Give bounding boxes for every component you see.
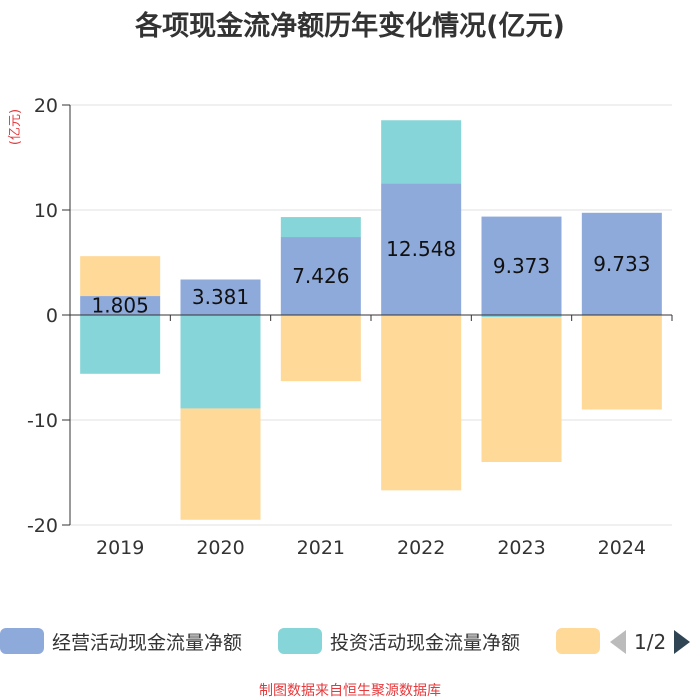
data-label-operating: 9.733 (593, 252, 650, 276)
y-tick-label: 0 (46, 305, 58, 327)
y-tick-label: -10 (27, 410, 58, 432)
legend-prev-icon[interactable] (610, 630, 626, 654)
bar-operating-2021 (280, 237, 361, 315)
legend-swatch-investing (278, 628, 322, 654)
legend-swatch-financing (556, 628, 600, 654)
bar-operating-2024 (581, 212, 662, 315)
data-label-operating: 9.373 (493, 254, 550, 278)
bar-investing-2021 (280, 217, 361, 238)
bar-financing-2020 (180, 408, 261, 520)
bar-investing-2019 (80, 315, 161, 374)
bar-operating-2022 (381, 183, 462, 315)
legend-next-icon[interactable] (674, 630, 691, 654)
bar-operating-2020 (180, 279, 261, 315)
source-note: 制图数据来自恒生聚源数据库 (259, 683, 441, 699)
x-tick-label: 2019 (96, 537, 144, 559)
legend-item-investing[interactable]: 投资活动现金流量净额 (278, 624, 520, 658)
legend-pager: 1/2 (610, 626, 700, 658)
bar-financing-2023 (481, 317, 562, 462)
y-axis-label: (亿元) (8, 109, 23, 145)
x-tick-label: 2022 (397, 537, 445, 559)
data-label-operating: 1.805 (92, 294, 149, 318)
chart-title: 各项现金流净额历年变化情况(亿元) (135, 11, 565, 42)
y-tick-label: 20 (34, 95, 58, 117)
legend-page-indicator: 1/2 (634, 630, 667, 654)
bar-investing-2022 (381, 120, 462, 184)
y-tick-label: 10 (34, 200, 58, 222)
bar-financing-2019 (80, 256, 161, 297)
data-label-operating: 12.548 (386, 237, 456, 261)
bar-financing-2022 (381, 315, 462, 491)
legend-label-investing: 投资活动现金流量净额 (330, 631, 521, 654)
bar-financing-2021 (280, 315, 361, 382)
bar-operating-2019 (80, 296, 161, 315)
bar-financing-2024 (581, 315, 662, 410)
data-label-operating: 3.381 (192, 285, 249, 309)
bar-operating-2023 (481, 216, 562, 315)
legend-label-operating: 经营活动现金流量净额 (52, 631, 243, 654)
legend-item-operating[interactable]: 经营活动现金流量净额 (0, 624, 242, 658)
bar-investing-2023 (481, 315, 562, 318)
legend-swatch-operating (0, 628, 44, 654)
chart-plot: 20 10 0 -10 -20 (亿元) 2019 2020 2021 2022 2023 2024 1… (8, 95, 673, 559)
x-tick-label: 2020 (196, 537, 244, 559)
x-tick-label: 2023 (497, 537, 545, 559)
bar-investing-2020 (180, 315, 261, 409)
legend-item-financing[interactable] (556, 624, 608, 658)
data-label-operating: 7.426 (292, 264, 349, 288)
x-tick-label: 2024 (598, 537, 646, 559)
y-tick-label: -20 (27, 515, 58, 537)
x-tick-label: 2021 (297, 537, 345, 559)
